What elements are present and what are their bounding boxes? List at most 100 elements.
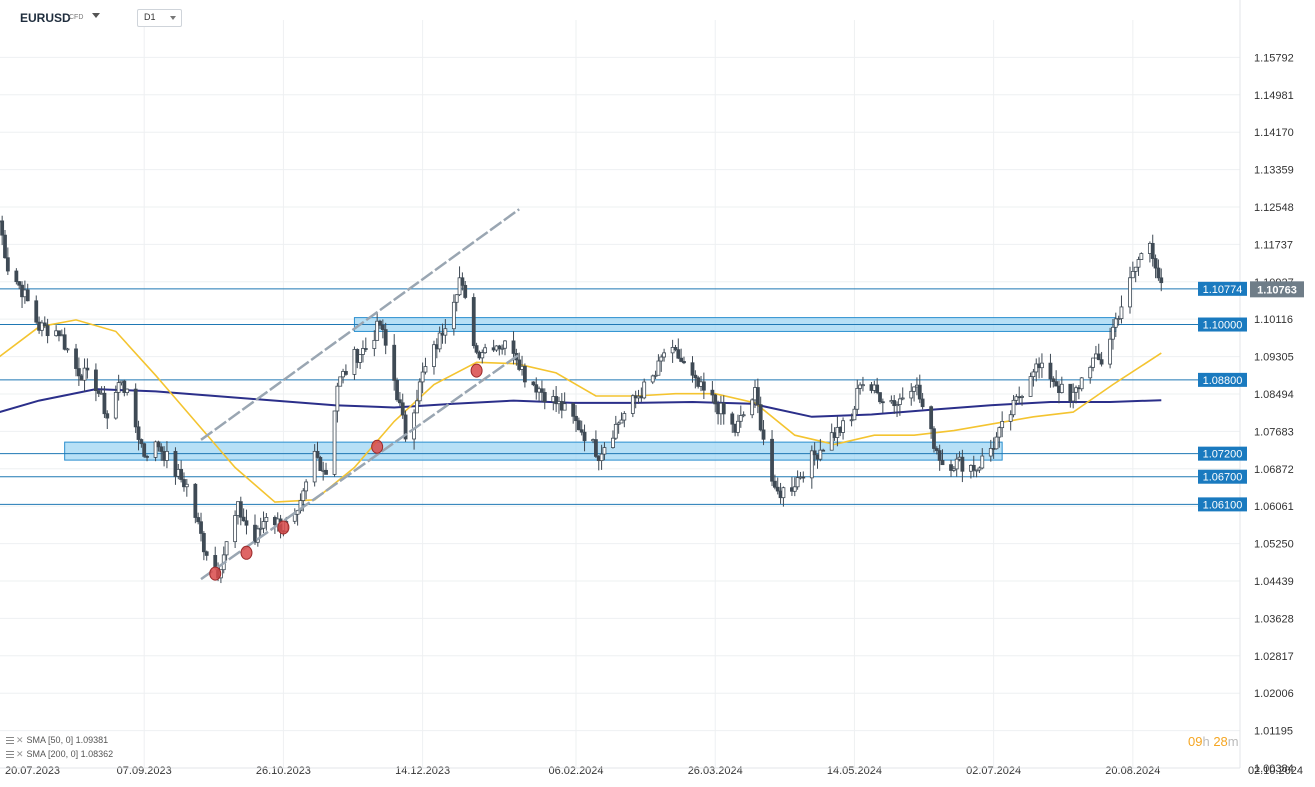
candle bbox=[971, 455, 976, 478]
candle-body bbox=[517, 359, 522, 370]
candle-countdown: 09h 28m bbox=[1188, 734, 1239, 749]
candle-body bbox=[255, 528, 260, 543]
candle bbox=[241, 508, 246, 522]
candle-body bbox=[929, 406, 934, 430]
symbol-label[interactable]: EURUSD bbox=[20, 11, 71, 25]
candle bbox=[852, 406, 857, 421]
candle bbox=[900, 387, 905, 401]
candle-body bbox=[795, 477, 800, 488]
candle-body bbox=[554, 396, 559, 405]
candle-body bbox=[579, 429, 584, 433]
candle bbox=[517, 352, 522, 372]
x-tick-label: 02.07.2024 bbox=[966, 765, 1021, 777]
candle-body bbox=[1008, 414, 1013, 422]
candle bbox=[576, 417, 581, 431]
candle-body bbox=[14, 270, 19, 283]
candle bbox=[1011, 395, 1016, 418]
candle-body bbox=[292, 513, 297, 522]
candle-body bbox=[662, 352, 666, 358]
candle bbox=[193, 483, 198, 524]
candle-body bbox=[62, 334, 67, 350]
candle-body bbox=[139, 439, 144, 445]
candle-body bbox=[397, 399, 402, 404]
level-tag bbox=[1198, 497, 1247, 512]
candle-body bbox=[400, 402, 405, 416]
candle bbox=[937, 444, 942, 471]
candle bbox=[454, 294, 459, 312]
candle bbox=[750, 398, 755, 419]
candle bbox=[761, 420, 766, 446]
timeframe-select[interactable]: D1 bbox=[137, 9, 182, 27]
symbol-dropdown-icon[interactable] bbox=[92, 13, 100, 18]
y-tick-label: 1.01195 bbox=[1254, 726, 1293, 738]
candle-body bbox=[145, 455, 149, 458]
remove-indicator-icon[interactable]: ✕ bbox=[16, 749, 24, 759]
candle bbox=[3, 230, 7, 259]
candle bbox=[1150, 234, 1155, 267]
candle-body bbox=[318, 456, 323, 471]
candle bbox=[204, 550, 209, 561]
candle bbox=[642, 378, 647, 400]
candle bbox=[1116, 315, 1121, 326]
candle bbox=[159, 443, 164, 461]
candle-body bbox=[315, 450, 320, 458]
y-tick-label: 1.02006 bbox=[1254, 688, 1294, 700]
candle bbox=[76, 357, 81, 386]
candle bbox=[62, 327, 67, 351]
candle-body bbox=[1096, 353, 1101, 361]
y-tick-label: 1.09305 bbox=[1254, 352, 1294, 364]
candle-body bbox=[1150, 242, 1155, 259]
candle bbox=[980, 448, 985, 470]
candle-body bbox=[656, 360, 661, 376]
candle-body bbox=[1059, 383, 1064, 394]
candle bbox=[1139, 252, 1144, 260]
candle bbox=[1040, 353, 1044, 378]
candle-body bbox=[17, 281, 22, 286]
candle bbox=[1136, 256, 1141, 276]
candle bbox=[690, 356, 695, 383]
candle-body bbox=[244, 520, 249, 526]
candle bbox=[1091, 357, 1095, 372]
remove-indicator-icon[interactable]: ✕ bbox=[16, 735, 24, 745]
chart-toolbar: EURUSD CFD D1 bbox=[0, 0, 1240, 34]
candle-body bbox=[531, 381, 536, 386]
candle bbox=[315, 441, 320, 459]
candle-body bbox=[82, 367, 87, 381]
candle-body bbox=[443, 328, 448, 336]
settings-icon[interactable] bbox=[6, 751, 14, 759]
candle-body bbox=[412, 412, 416, 440]
candle-body bbox=[622, 413, 627, 421]
candle-body bbox=[378, 320, 382, 326]
candle bbox=[224, 541, 229, 561]
candle-body bbox=[358, 354, 363, 363]
candle-body bbox=[1130, 271, 1135, 279]
candle bbox=[238, 496, 243, 526]
candle bbox=[682, 356, 686, 365]
candle bbox=[25, 283, 30, 302]
candle bbox=[713, 393, 718, 413]
candle-body bbox=[65, 348, 70, 351]
candle bbox=[338, 376, 343, 387]
candle-body bbox=[335, 385, 340, 412]
candle-body bbox=[738, 415, 743, 422]
candle bbox=[397, 391, 402, 407]
candle-body bbox=[676, 349, 681, 359]
candle bbox=[653, 370, 658, 380]
candle bbox=[912, 386, 916, 402]
settings-icon[interactable] bbox=[6, 737, 14, 745]
candle bbox=[562, 392, 567, 411]
y-tick-label: 1.06872 bbox=[1254, 464, 1294, 476]
candle bbox=[818, 438, 823, 462]
candle bbox=[892, 395, 897, 414]
candle-body bbox=[153, 441, 158, 458]
candle-body bbox=[855, 387, 860, 410]
candle bbox=[324, 462, 328, 475]
x-tick-label: 14.12.2023 bbox=[395, 765, 450, 777]
trend-channel-line bbox=[200, 208, 520, 441]
candle-body bbox=[1079, 377, 1084, 390]
candle-body bbox=[261, 521, 266, 529]
candle-body bbox=[420, 371, 425, 383]
candle bbox=[1017, 386, 1022, 405]
candle bbox=[932, 426, 936, 453]
